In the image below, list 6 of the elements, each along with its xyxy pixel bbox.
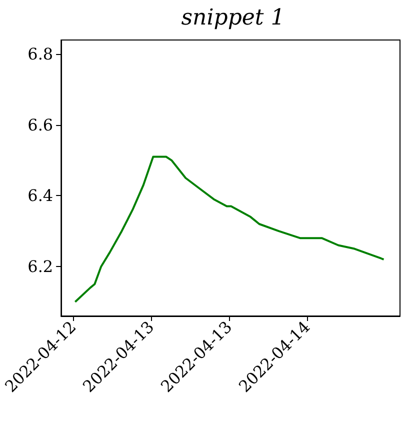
line-series [74,156,385,303]
chart-title: snippet 1 [181,6,285,30]
y-tick-label: 6.4 [28,186,54,206]
y-tick-label: 6.8 [28,44,54,64]
y-tick-label: 6.6 [28,115,54,134]
y-tick-label: 6.2 [28,256,54,276]
